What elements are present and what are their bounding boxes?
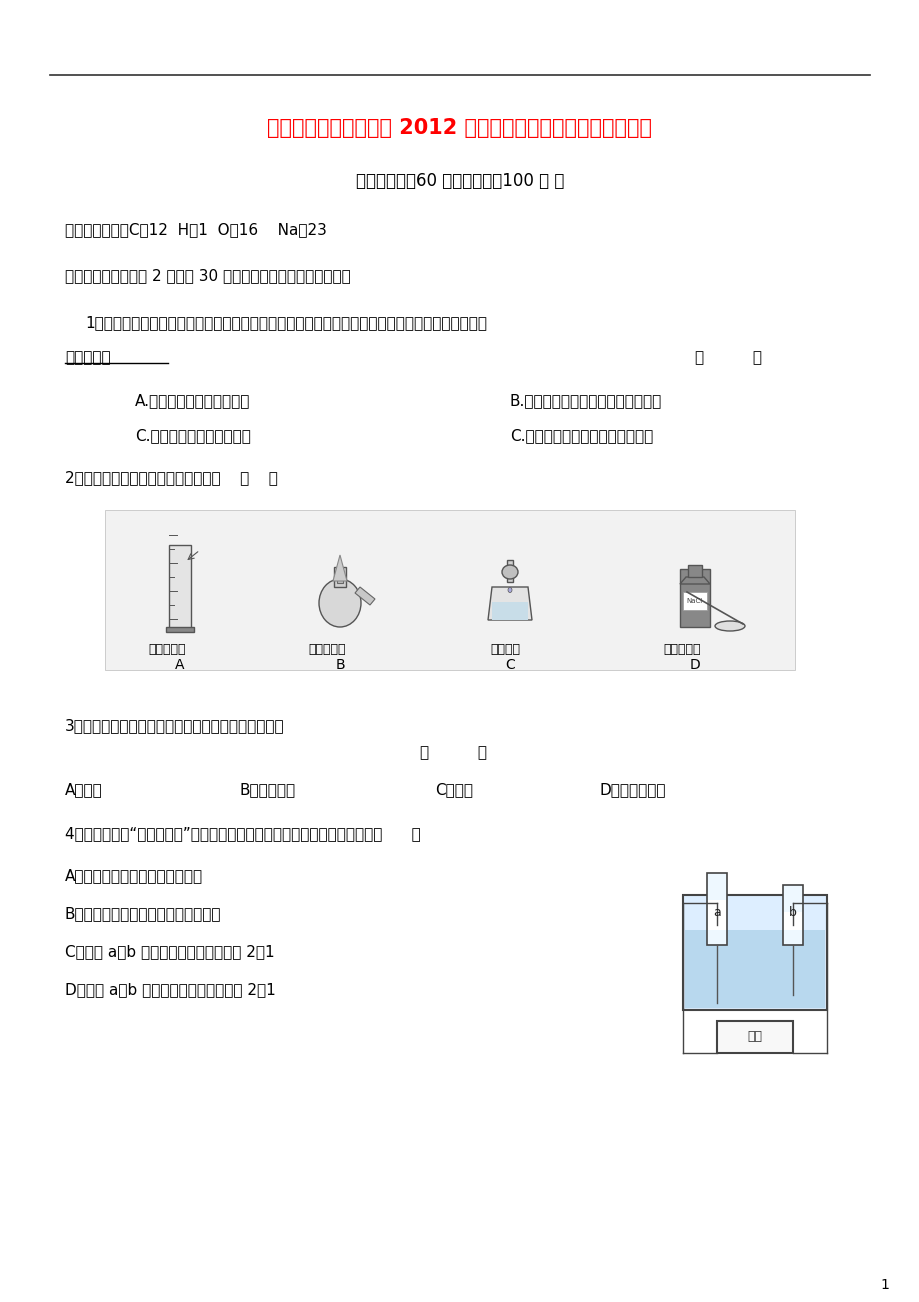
Text: C: C xyxy=(505,658,515,672)
Text: （          ）: （ ） xyxy=(420,745,486,760)
Text: （考试时间：60 分钟；满分：100 分 ）: （考试时间：60 分钟；满分：100 分 ） xyxy=(356,172,563,190)
Text: B: B xyxy=(335,658,345,672)
Text: 一、选择题（每小题 2 分，共 30 分，每小题只有一个正确答案）: 一、选择题（每小题 2 分，共 30 分，每小题只有一个正确答案） xyxy=(65,268,350,283)
Text: A: A xyxy=(175,658,185,672)
Text: 1、通过初中化学的学习，使我们了解了不少化学知识，下面是某同学关于化学的一些看法，你认为: 1、通过初中化学的学习，使我们了解了不少化学知识，下面是某同学关于化学的一些看法… xyxy=(85,315,486,329)
Bar xyxy=(716,1021,792,1053)
Text: 2、下图所示的基本实验操作正确的是    （    ）: 2、下图所示的基本实验操作正确的是 （ ） xyxy=(65,470,278,486)
Ellipse shape xyxy=(507,587,512,592)
Bar xyxy=(679,569,709,628)
Text: B．加碳食盐: B．加碳食盐 xyxy=(240,783,296,797)
Text: 1: 1 xyxy=(879,1279,889,1292)
Text: D、试管 a、b 中所得气体的体积比约为 2：1: D、试管 a、b 中所得气体的体积比约为 2：1 xyxy=(65,982,276,997)
Polygon shape xyxy=(679,577,709,585)
Text: 滴加液体: 滴加液体 xyxy=(490,643,519,656)
Text: 4、我们可以从“电解水实验”中获得许多的信息和推论。下列说法正确的是（      ）: 4、我们可以从“电解水实验”中获得许多的信息和推论。下列说法正确的是（ ） xyxy=(65,825,420,841)
Text: C、试管 a、b 中所得气体的质量比约为 2：1: C、试管 a、b 中所得气体的质量比约为 2：1 xyxy=(65,944,275,960)
Polygon shape xyxy=(333,555,346,581)
Text: 读液体体积: 读液体体积 xyxy=(148,643,186,656)
Bar xyxy=(682,592,706,611)
Text: C．冰水: C．冰水 xyxy=(435,783,472,797)
Text: （          ）: （ ） xyxy=(694,350,761,365)
Polygon shape xyxy=(355,587,375,605)
Text: D: D xyxy=(689,658,699,672)
Bar xyxy=(706,874,726,945)
Polygon shape xyxy=(487,587,531,620)
Bar xyxy=(165,628,194,631)
Text: a: a xyxy=(712,906,720,919)
Text: B.化学的发展导致了生态环境的恶化: B.化学的发展导致了生态环境的恶化 xyxy=(509,393,662,408)
Bar xyxy=(782,885,802,945)
Bar xyxy=(334,566,346,587)
Text: B、水是由氢原子和氧原子直接构成的: B、水是由氢原子和氧原子直接构成的 xyxy=(65,906,221,921)
Text: A.化学为人类研制了新材料: A.化学为人类研制了新材料 xyxy=(135,393,250,408)
Text: C.化学为人类提供了新能源: C.化学为人类提供了新能源 xyxy=(135,428,251,443)
Text: 电源: 电源 xyxy=(746,1030,762,1043)
Bar xyxy=(506,560,513,582)
Text: 3、下列是我们生活中接触到的物质，属于纯净物的是: 3、下列是我们生活中接触到的物质，属于纯净物的是 xyxy=(65,717,284,733)
Bar xyxy=(682,894,826,1010)
Ellipse shape xyxy=(714,621,744,631)
Bar xyxy=(783,911,801,930)
Text: 相对原子质量：C－12  H－1  O－16    Na－23: 相对原子质量：C－12 H－1 O－16 Na－23 xyxy=(65,223,326,237)
Text: 不正确的是: 不正确的是 xyxy=(65,350,110,365)
Text: C.化学为环境保护发挥着重要作用: C.化学为环境保护发挥着重要作用 xyxy=(509,428,652,443)
Text: NaCl: NaCl xyxy=(686,598,702,604)
Text: 福建省大田县第四中学 2012 届九年级化学上学期期末考试试题: 福建省大田县第四中学 2012 届九年级化学上学期期末考试试题 xyxy=(267,118,652,138)
Text: D．液化石油气: D．液化石油气 xyxy=(599,783,665,797)
Text: 引燃酒精灯: 引燃酒精灯 xyxy=(308,643,346,656)
Text: A．食醛: A．食醛 xyxy=(65,783,103,797)
Text: 取固体药品: 取固体药品 xyxy=(663,643,699,656)
Ellipse shape xyxy=(502,565,517,579)
Bar xyxy=(708,900,725,930)
Bar xyxy=(336,575,343,583)
Ellipse shape xyxy=(319,579,360,628)
Text: b: b xyxy=(789,906,796,919)
Bar xyxy=(492,602,528,620)
Bar xyxy=(105,510,794,671)
Bar xyxy=(685,930,824,1008)
Bar xyxy=(687,565,701,577)
Text: A、水是由氢分子和氧分子构成的: A、水是由氢分子和氧分子构成的 xyxy=(65,868,203,883)
Bar xyxy=(169,546,191,630)
